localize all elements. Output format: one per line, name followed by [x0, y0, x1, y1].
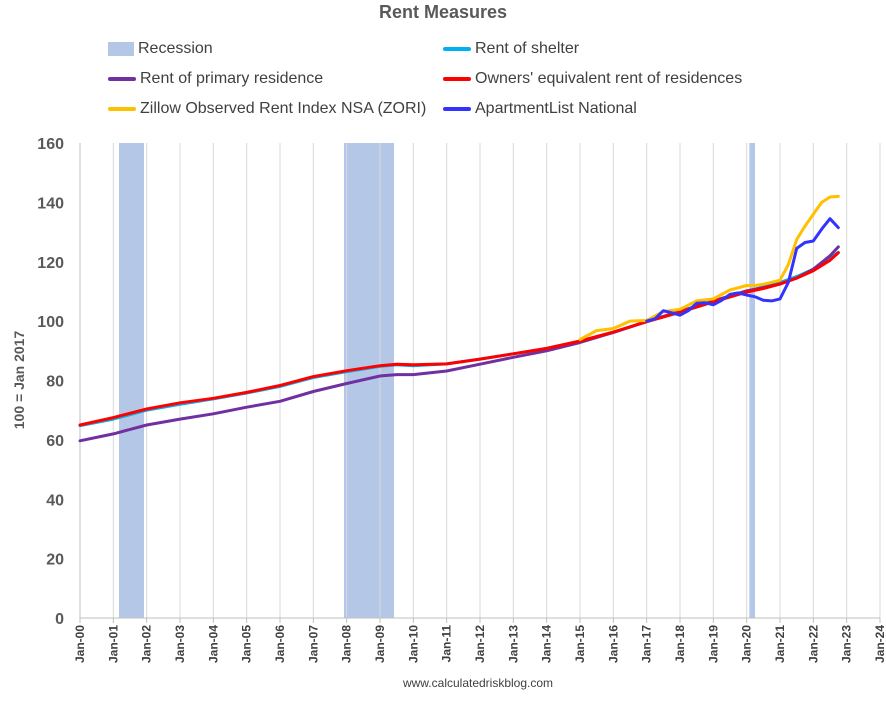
- legend-label: Owners' equivalent rent of residences: [475, 70, 743, 87]
- legend-item-recession: Recession: [108, 40, 213, 58]
- legend-label: Zillow Observed Rent Index NSA (ZORI): [140, 100, 427, 117]
- legend-swatch-recession: [108, 42, 134, 56]
- y-tick-label: 120: [37, 255, 64, 272]
- legend-swatch-apartmentlist: [443, 107, 471, 111]
- legend-label: Recession: [138, 40, 213, 57]
- legend-swatch-zori: [108, 107, 136, 111]
- recession-band-1: [344, 143, 394, 618]
- y-tick-label: 80: [46, 374, 64, 391]
- gridlines: [79, 143, 881, 618]
- recession-band-0: [119, 143, 144, 618]
- y-tick-label: 60: [46, 433, 64, 450]
- x-tick-label: Jan-04: [206, 625, 220, 663]
- x-tick-label: Jan-00: [73, 625, 87, 663]
- x-tick-label: Jan-20: [740, 625, 754, 663]
- x-tick-label: Jan-05: [240, 625, 254, 663]
- x-tick-label: Jan-09: [373, 625, 387, 663]
- x-tick-label: Jan-08: [340, 625, 354, 663]
- x-tick-label: Jan-11: [440, 625, 454, 663]
- x-tick-label: Jan-13: [506, 625, 520, 663]
- legend-label: Rent of shelter: [475, 40, 580, 57]
- x-tick-label: Jan-15: [573, 625, 587, 663]
- legend-label: ApartmentList National: [475, 100, 637, 117]
- x-tick-label: Jan-10: [406, 625, 420, 663]
- series-line-rent-of-primary-residence: [78, 245, 840, 443]
- series-line-owners-equivalent-rent-of-residences: [78, 251, 840, 427]
- series-line-zillow-observed-rent-index-nsa-zori: [578, 194, 840, 341]
- legend-item-primary-residence: Rent of primary residence: [108, 70, 323, 88]
- y-tick-label: 100: [37, 314, 64, 331]
- legend: Recession Rent of shelter Rent of primar…: [0, 0, 886, 130]
- y-tick-label: 140: [37, 195, 64, 212]
- x-tick-label: Jan-18: [673, 625, 687, 663]
- x-tick-label: Jan-22: [806, 625, 820, 663]
- x-tick-label: Jan-23: [840, 625, 854, 663]
- legend-label: Rent of primary residence: [140, 70, 324, 87]
- legend-swatch-rent-of-shelter: [443, 47, 471, 51]
- legend-item-apartmentlist: ApartmentList National: [443, 100, 637, 118]
- x-tick-label: Jan-07: [306, 625, 320, 663]
- y-tick-label: 20: [46, 552, 64, 569]
- tick-labels: 0 20 40 60 80 100 120 140 160 Jan-00 Jan-01 Jan-02 J…: [37, 136, 886, 663]
- y-tick-label: 0: [55, 611, 64, 628]
- x-tick-label: Jan-19: [706, 625, 720, 663]
- series-lines: [78, 194, 840, 443]
- legend-item-oer: Owners' equivalent rent of residences: [443, 70, 742, 88]
- y-tick-label: 40: [46, 492, 64, 509]
- x-tick-label: Jan-14: [540, 625, 554, 663]
- y-axis-label: 100 = Jan 2017: [11, 331, 27, 430]
- legend-swatch-oer: [443, 77, 471, 81]
- series-line-apartmentlist-national: [645, 217, 840, 323]
- x-tick-label: Jan-16: [606, 625, 620, 663]
- x-tick-label: Jan-01: [106, 625, 120, 663]
- x-tick-label: Jan-17: [640, 625, 654, 663]
- recession-band-2: [749, 143, 755, 618]
- legend-item-rent-of-shelter: Rent of shelter: [443, 40, 579, 58]
- x-tick-label: Jan-24: [873, 625, 886, 663]
- recession-bands: [119, 143, 755, 618]
- x-tick-label: Jan-03: [173, 625, 187, 663]
- source-credit: www.calculatedriskblog.com: [402, 676, 554, 690]
- y-tick-label: 160: [37, 136, 64, 153]
- legend-item-zori: Zillow Observed Rent Index NSA (ZORI): [108, 100, 426, 118]
- x-tick-label: Jan-02: [140, 625, 154, 663]
- legend-swatch-primary-residence: [108, 77, 136, 81]
- x-tick-label: Jan-06: [273, 625, 287, 663]
- x-tick-label: Jan-21: [773, 625, 787, 663]
- chart-title: Rent Measures: [378, 2, 508, 22]
- x-tick-label: Jan-12: [473, 625, 487, 663]
